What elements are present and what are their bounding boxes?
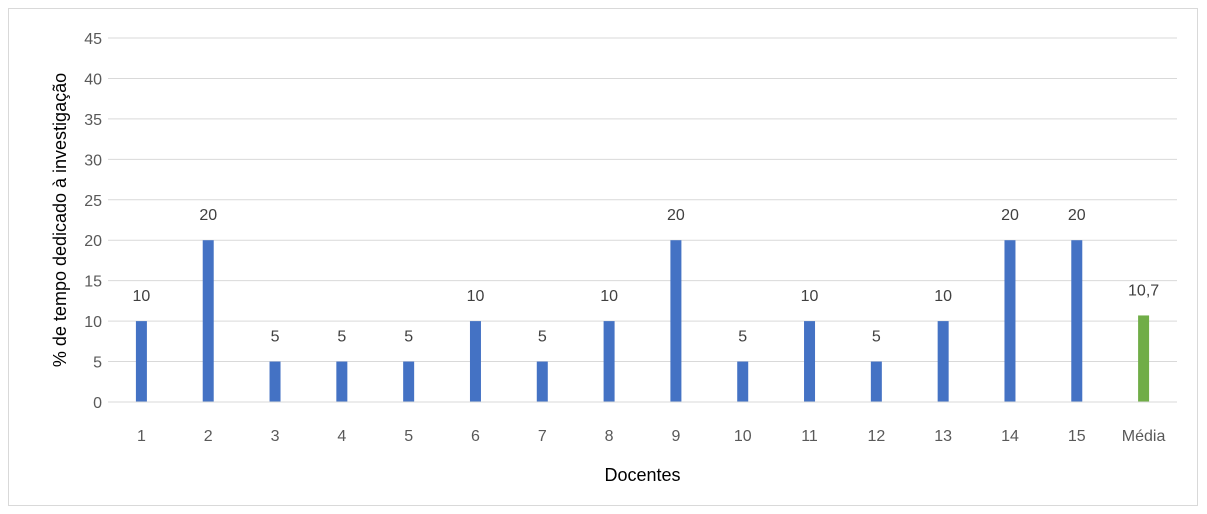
x-tick-label: 7 xyxy=(538,428,547,445)
bar xyxy=(469,321,481,402)
y-tick-label: 5 xyxy=(93,355,102,372)
bar xyxy=(202,240,214,402)
y-tick-label: 25 xyxy=(84,193,102,210)
x-tick-label: 10 xyxy=(734,428,752,445)
bar xyxy=(1071,240,1083,402)
x-tick-label: 2 xyxy=(204,428,213,445)
y-tick-label: 45 xyxy=(84,31,102,48)
y-axis-title: % de tempo dedicado à investigação xyxy=(50,73,70,367)
data-label: 20 xyxy=(199,207,217,224)
bar xyxy=(135,321,147,402)
data-label: 20 xyxy=(1001,207,1019,224)
data-label: 5 xyxy=(337,329,346,346)
y-tick-label: 0 xyxy=(93,395,102,412)
x-tick-label: 9 xyxy=(671,428,680,445)
x-tick-label: 13 xyxy=(934,428,952,445)
bar xyxy=(536,361,548,402)
x-axis-ticks: 1 2 3 4 5 6 7 8 9 10 11 12 13 14 15 Média xyxy=(137,428,1166,445)
x-tick-label: 14 xyxy=(1001,428,1019,445)
x-tick-label: 3 xyxy=(271,428,280,445)
x-tick-label: 8 xyxy=(605,428,614,445)
data-label: 20 xyxy=(1068,207,1086,224)
x-tick-label: 1 xyxy=(137,428,146,445)
y-tick-label: 15 xyxy=(84,274,102,291)
data-label: 10 xyxy=(133,288,151,305)
bar xyxy=(403,361,415,402)
data-label: 10,7 xyxy=(1128,282,1159,299)
bars xyxy=(135,240,1150,402)
data-label: 20 xyxy=(667,207,685,224)
x-tick-label: 6 xyxy=(471,428,480,445)
x-tick-label: 11 xyxy=(801,428,818,445)
y-axis-ticks: 0 5 10 15 20 25 30 35 40 45 xyxy=(84,31,102,412)
y-tick-label: 35 xyxy=(84,112,102,129)
y-tick-label: 30 xyxy=(84,152,102,169)
x-axis-title: Docentes xyxy=(604,465,680,485)
y-tick-label: 20 xyxy=(84,233,102,250)
bar xyxy=(603,321,615,402)
data-label: 10 xyxy=(467,288,485,305)
bar xyxy=(336,361,348,402)
data-label: 5 xyxy=(738,329,747,346)
x-tick-label: Média xyxy=(1122,428,1166,445)
bar xyxy=(804,321,816,402)
y-tick-label: 10 xyxy=(84,314,102,331)
data-label: 10 xyxy=(801,288,819,305)
data-label: 10 xyxy=(600,288,618,305)
data-label: 5 xyxy=(404,329,413,346)
x-tick-label: 5 xyxy=(404,428,413,445)
gridlines xyxy=(108,37,1177,363)
bar xyxy=(737,361,749,402)
chart-frame xyxy=(8,8,1198,506)
bar xyxy=(870,361,882,402)
data-labels: 10 20 5 5 5 10 5 10 20 5 10 5 10 20 20 10,7 xyxy=(133,207,1160,345)
data-label: 5 xyxy=(271,329,280,346)
bar xyxy=(1004,240,1016,402)
data-label: 5 xyxy=(538,329,547,346)
bar xyxy=(937,321,949,402)
x-tick-label: 15 xyxy=(1068,428,1086,445)
y-tick-label: 40 xyxy=(84,71,102,88)
bar xyxy=(269,361,281,402)
data-label: 5 xyxy=(872,329,881,346)
x-tick-label: 12 xyxy=(867,428,885,445)
data-label: 10 xyxy=(934,288,952,305)
bar xyxy=(670,240,682,402)
x-tick-label: 4 xyxy=(337,428,346,445)
bar xyxy=(1138,315,1150,402)
